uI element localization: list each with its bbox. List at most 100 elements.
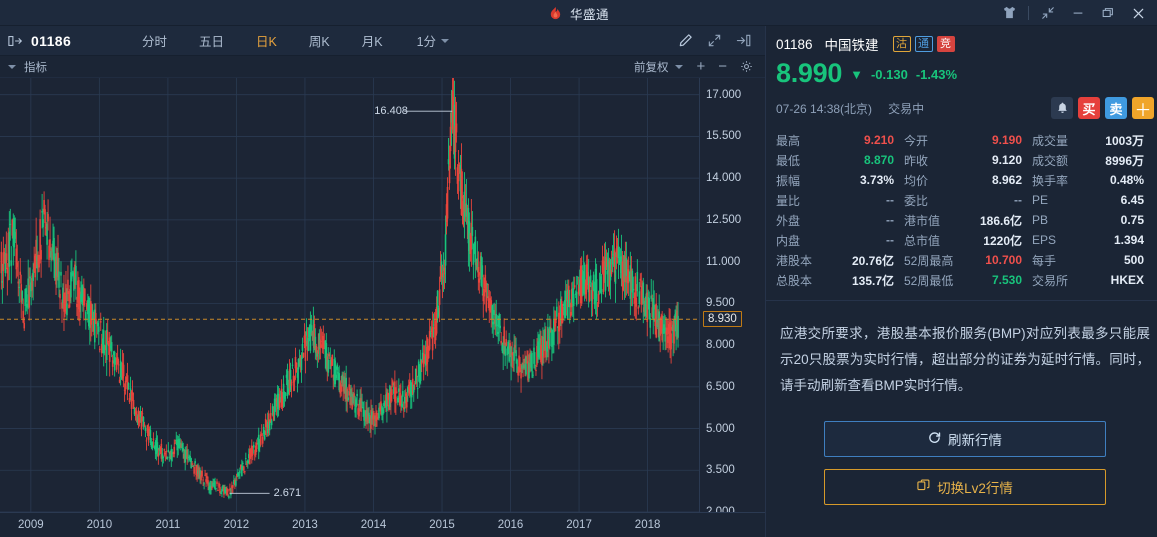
table-row: 最高 9.210 今开 9.190 成交量 1003万: [776, 130, 1154, 150]
price-axis-label: 3.500: [706, 464, 735, 477]
switch-icon: [917, 479, 930, 495]
stat-label: 总市值: [904, 233, 941, 248]
zoom-out-button[interactable]: −: [718, 58, 727, 75]
refresh-quote-button[interactable]: 刷新行情: [824, 421, 1106, 457]
interval-dropdown[interactable]: 1分: [399, 31, 461, 50]
stat-label: 总股本: [776, 273, 813, 288]
stat-label: PE: [1032, 193, 1049, 207]
stat-label: 外盘: [776, 213, 801, 228]
stat-value: 7.530: [991, 273, 1022, 287]
stat-label: 量比: [776, 193, 801, 208]
period-tabs: 分时 五日 日K 周K 月K 1分: [126, 26, 461, 56]
stat-value: HKEX: [1110, 273, 1144, 287]
period-tab-fenshi[interactable]: 分时: [142, 35, 168, 49]
period-tab-wuri[interactable]: 五日: [199, 35, 225, 49]
badge-tong: 通: [914, 36, 933, 52]
quote-action-buttons: 买 卖 ＋: [1051, 97, 1154, 120]
pencil-icon[interactable]: [678, 33, 693, 48]
main-body: 01186 分时 五日 日K 周K 月K 1分: [0, 26, 1157, 537]
stat-value: 0.75: [1120, 213, 1144, 227]
panel-right-icon[interactable]: [736, 33, 751, 48]
gear-icon[interactable]: [740, 60, 753, 73]
refresh-icon: [928, 431, 941, 447]
stat-value: 1003万: [1105, 133, 1144, 148]
price-axis-label: 17.000: [706, 88, 742, 101]
maximize-button[interactable]: [1093, 0, 1123, 26]
quote-timestamp: 07-26 14:38(北京): [776, 101, 873, 116]
price-axis-label: 11.000: [706, 255, 741, 268]
stat-cell: 每手 500: [1032, 252, 1154, 269]
period-tab-yuek[interactable]: 月K: [361, 35, 383, 49]
collapse-button[interactable]: [1033, 0, 1063, 26]
last-price-tag[interactable]: 8.930: [703, 311, 742, 328]
time-axis-label: 2011: [155, 519, 181, 531]
theme-shirt-button[interactable]: [994, 0, 1024, 26]
stat-cell: 52周最低 7.530: [904, 272, 1032, 289]
stat-value: --: [1014, 193, 1022, 207]
quote-buttons: 刷新行情 切换Lv2行情: [766, 399, 1157, 505]
stat-cell: 委比 --: [904, 192, 1032, 209]
stat-label: 均价: [904, 173, 929, 188]
time-axis-label: 2012: [223, 519, 250, 531]
period-tab-rik[interactable]: 日K: [256, 35, 277, 49]
stat-label: 委比: [904, 193, 929, 208]
stat-value: 8.870: [863, 153, 894, 167]
quote-identity: 01186 中国铁建 沽 通 竞: [776, 34, 1154, 54]
time-axis-label: 2018: [634, 519, 661, 531]
chart-toolbar-secondary: 指标 前复权 + −: [0, 56, 765, 78]
stat-value: 9.210: [863, 133, 894, 147]
badge-jing: 竞: [936, 36, 955, 52]
title-bar: 华盛通: [0, 0, 1157, 26]
stat-label: 内盘: [776, 233, 801, 248]
minimize-button[interactable]: [1063, 0, 1093, 26]
table-row: 最低 8.870 昨收 9.120 成交额 8996万: [776, 150, 1154, 170]
stat-label: 交易所: [1032, 273, 1069, 288]
stat-value: 1220亿: [983, 233, 1022, 248]
stat-cell: EPS 1.394: [1032, 233, 1154, 247]
stat-label: PB: [1032, 213, 1049, 227]
stat-label: 港市值: [904, 213, 941, 228]
chart-symbol[interactable]: 01186: [8, 33, 126, 49]
chart-tools: [678, 33, 757, 48]
sell-button[interactable]: 卖: [1105, 97, 1127, 119]
stat-cell: 总市值 1220亿: [904, 232, 1032, 249]
expand-icon[interactable]: [707, 33, 722, 48]
price-axis-label: 8.000: [706, 339, 735, 352]
period-tab-zhouk[interactable]: 周K: [308, 35, 330, 49]
buy-button[interactable]: 买: [1078, 97, 1100, 119]
stat-value: --: [886, 193, 894, 207]
switch-lv2-button[interactable]: 切换Lv2行情: [824, 469, 1106, 505]
stat-label: 成交量: [1032, 133, 1069, 148]
price-axis-label: 12.500: [706, 213, 742, 226]
quote-price-row: 8.990 ▼ -0.130 -1.43%: [776, 58, 1154, 89]
stat-label: 最低: [776, 153, 801, 168]
zoom-in-button[interactable]: +: [696, 58, 706, 75]
stat-cell: 昨收 9.120: [904, 152, 1032, 169]
alert-bell-button[interactable]: [1051, 97, 1073, 119]
chevron-down-icon: [675, 64, 684, 69]
price-axis-label: 15.500: [706, 130, 742, 143]
stat-cell: 最低 8.870: [776, 152, 904, 169]
chart-canvas-area[interactable]: 17.000 15.500 14.000 12.500 11.000 9.500 8.000…: [0, 78, 765, 512]
adjust-dropdown[interactable]: 前复权: [634, 59, 684, 75]
price-axis-label: 6.500: [706, 380, 735, 393]
stat-cell: 52周最高 10.700: [904, 252, 1032, 269]
add-button[interactable]: ＋: [1132, 97, 1154, 120]
stat-value: 0.48%: [1109, 173, 1144, 187]
stat-value: 135.7亿: [851, 273, 894, 288]
window-controls: [994, 0, 1157, 26]
stat-label: 振幅: [776, 173, 801, 188]
close-button[interactable]: [1123, 0, 1153, 26]
price-axis[interactable]: 17.000 15.500 14.000 12.500 11.000 9.500 8.000…: [699, 78, 765, 512]
price-axis-label: 2.000: [706, 506, 735, 512]
chart-settings-group: 前复权 + −: [634, 59, 757, 75]
quote-code: 01186: [776, 36, 813, 52]
stat-value: 186.6亿: [979, 213, 1022, 228]
stat-cell: 今开 9.190: [904, 132, 1032, 149]
divider: [766, 300, 1157, 301]
indicator-dropdown[interactable]: 指标: [8, 59, 47, 75]
quote-change-pct: -1.43%: [915, 67, 958, 82]
stat-value: 9.190: [991, 133, 1022, 147]
quote-pane: 01186 中国铁建 沽 通 竞 8.990 ▼ -0.130 -1.43% 0…: [765, 26, 1157, 537]
